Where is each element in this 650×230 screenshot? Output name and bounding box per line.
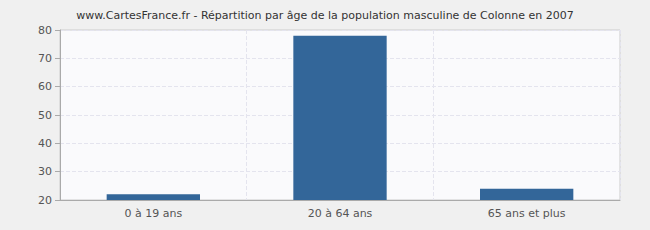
svg-text:30: 30 (38, 165, 52, 178)
svg-text:80: 80 (38, 24, 52, 37)
svg-text:50: 50 (38, 109, 52, 122)
svg-text:20 à 64 ans: 20 à 64 ans (308, 207, 373, 220)
svg-text:0 à 19 ans: 0 à 19 ans (124, 207, 182, 220)
svg-text:20: 20 (38, 194, 52, 207)
svg-text:70: 70 (38, 52, 52, 65)
svg-text:65 ans et plus: 65 ans et plus (488, 207, 566, 220)
svg-text:40: 40 (38, 137, 52, 150)
svg-text:www.CartesFrance.fr - Répartit: www.CartesFrance.fr - Répartition par âg… (76, 9, 574, 22)
svg-text:60: 60 (38, 80, 52, 93)
